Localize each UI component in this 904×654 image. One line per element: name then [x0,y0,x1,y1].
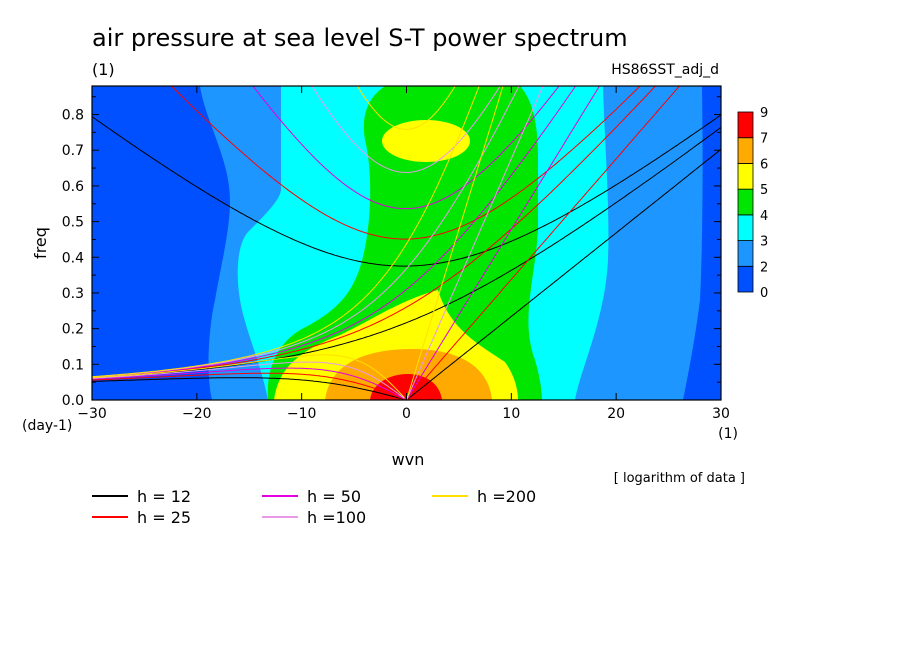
legend-label-h200: h =200 [477,487,536,506]
x-axis-unit: (1) [718,426,738,442]
colorbar-label: 2 [760,260,768,275]
mrg-eig-curve-h100 [92,86,520,378]
y-tick-label: 0.7 [62,143,84,159]
ig1-curve-h100 [311,86,501,173]
legend-label-h12: h = 12 [137,487,191,506]
y-axis-label: freq [31,227,50,259]
kelvin-curve-h12 [406,148,721,400]
chart-title: air pressure at sea level S-T power spec… [92,24,628,52]
colorbar-label: 5 [760,183,768,198]
x-tick-label: −10 [287,406,317,422]
ig1-curve-h50 [252,86,560,210]
level-4-5-fill [267,86,542,400]
colorbar-swatch [737,163,754,190]
colorbar-swatch [737,265,754,293]
rossby-curve-h100 [92,361,405,399]
rossby-curve-h25 [92,372,405,400]
rossby-curve-h12 [92,377,405,400]
legend: h = 12 h = 25 h = 50 h =100 h =200 [92,487,536,527]
colorbar-swatch [737,188,754,216]
x-tick-label: −20 [182,406,212,422]
x-tick-label: 0 [402,406,411,422]
x-tick-label: 30 [712,406,730,422]
y-axis-unit: (day-1) [22,418,72,434]
colorbar: 0 2 3 4 5 6 7 9 [737,106,768,301]
ig1-curve-h25 [170,86,641,240]
y-tick-label: 0.0 [62,393,84,409]
legend-label-h25: h = 25 [137,508,191,527]
x-tick-label: −30 [77,406,107,422]
y-tick-label: 0.3 [62,286,84,302]
y-tick-label: 0.2 [62,322,84,338]
ig1-curve-h200 [356,86,456,130]
units-label: (1) [92,60,115,79]
legend-label-h100: h =100 [307,508,366,527]
colorbar-label: 4 [760,209,768,224]
mrg-eig-curve-h12 [92,126,721,379]
experiment-label: HS86SST_adj_d [611,62,719,78]
y-tick-label: 0.4 [62,250,84,266]
mrg-eig-curve-h200 [92,86,480,378]
y-tick-label: 0.5 [62,215,84,231]
ig1-curve-h12 [92,114,721,267]
kelvin-curve-h100 [406,86,544,400]
axis-ticks: −30 −20 −10 0 10 20 30 0.0 0.1 0.2 0.3 0.4 0.5 0.6 0.7… [62,86,730,422]
legend-label-h50: h = 50 [307,487,361,506]
mrg-eig-curve-h50 [92,86,577,378]
colorbar-swatch [737,137,754,164]
colorbar-label: 9 [760,106,768,121]
x-tick-label: 20 [607,406,625,422]
y-tick-label: 0.8 [62,108,84,124]
x-tick-label: 10 [502,406,520,422]
rossby-curve-h50 [92,367,405,400]
kelvin-curve-h25 [406,86,681,400]
kelvin-curve-h50 [406,86,601,400]
colorbar-label: 0 [760,286,768,301]
log-note: [ logarithm of data ] [614,471,745,486]
colorbar-swatch [737,111,754,139]
colorbar-swatch [737,240,754,267]
x-axis-label: wvn [392,450,425,469]
kelvin-curve-h200 [406,86,504,400]
rossby-curve-h200 [92,354,405,399]
colorbar-label: 6 [760,157,768,172]
mrg-eig-curve-h25 [92,86,657,378]
y-tick-label: 0.1 [62,357,84,373]
dispersion-curves [92,86,721,400]
y-tick-label: 0.6 [62,179,84,195]
colorbar-label: 7 [760,132,768,147]
colorbar-label: 3 [760,235,768,250]
level-5-6-island-fill [382,120,470,162]
colorbar-swatch [737,214,754,241]
